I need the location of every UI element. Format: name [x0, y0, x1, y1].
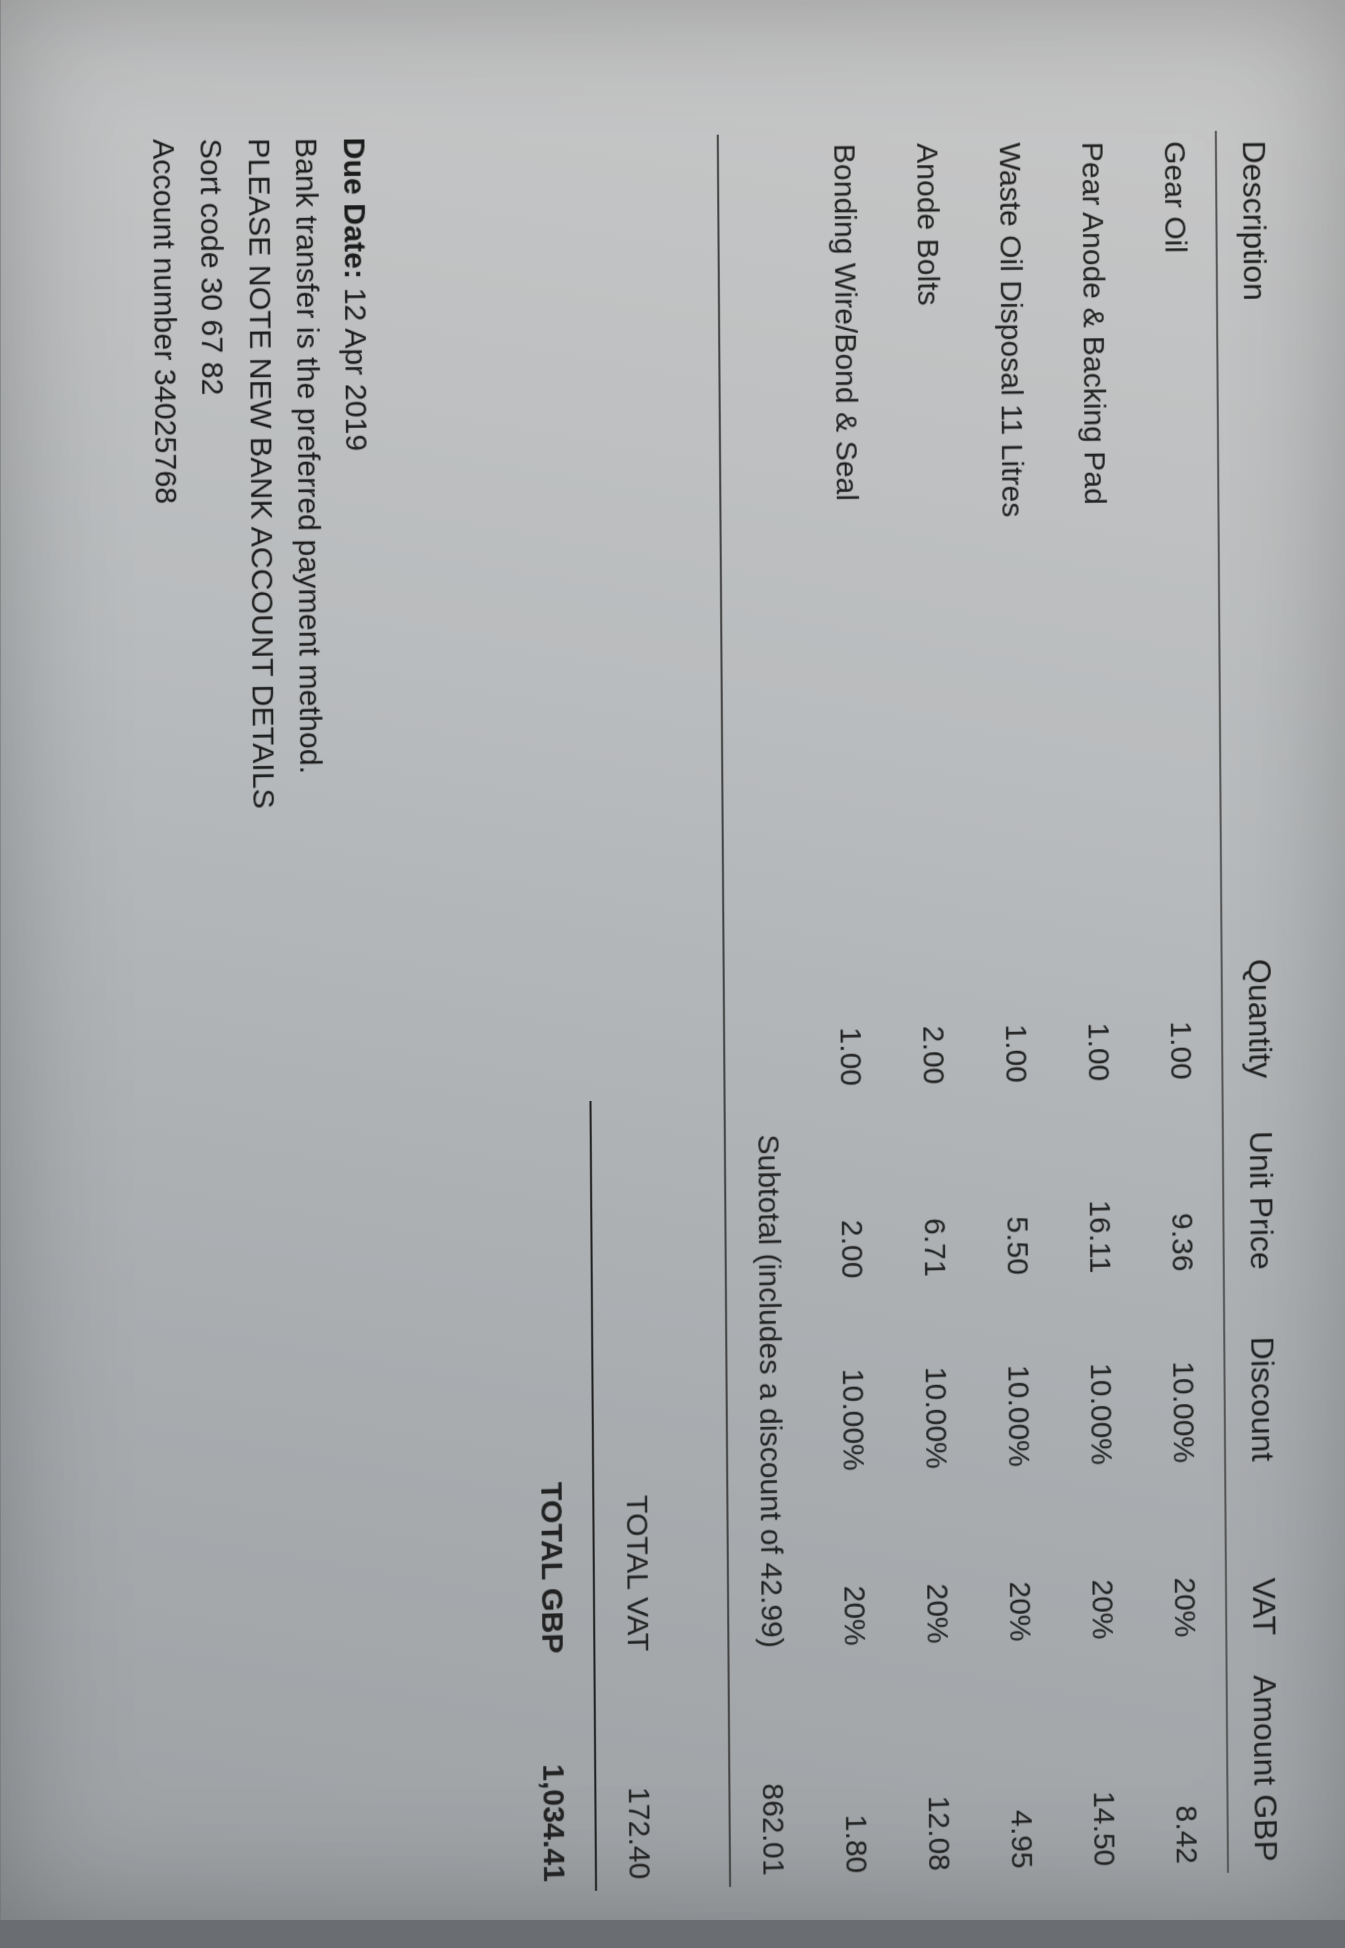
cell-quantity: 2.00	[890, 902, 974, 1096]
header-unit-price: Unit Price	[1222, 1088, 1293, 1281]
cell-vat: 20%	[894, 1478, 978, 1655]
invoice-table: Description Quantity Unit Price Discount…	[499, 130, 1298, 1893]
cell-amount: 12.08	[895, 1653, 979, 1882]
table-row: Pear Anode & Backing Pad 1.00 16.11 10.0…	[1050, 131, 1145, 1877]
subtotal-amount: 862.01	[728, 1657, 814, 1887]
cell-quantity: 1.00	[807, 903, 891, 1097]
cell-quantity: 1.00	[972, 900, 1056, 1094]
subtotal-label: Subtotal (includes a discount of 42.99)	[724, 1097, 812, 1659]
cell-unit-price: 5.50	[974, 1092, 1058, 1286]
cell-discount: 10.00%	[975, 1284, 1059, 1478]
cell-quantity: 1.00	[1137, 897, 1222, 1090]
cell-vat: 20%	[1059, 1474, 1143, 1650]
cell-vat: 20%	[976, 1476, 1060, 1653]
cell-unit-price: 16.11	[1056, 1091, 1140, 1285]
cell-discount: 10.00%	[1058, 1282, 1142, 1476]
vat-total-label: TOTAL VAT	[590, 1099, 678, 1662]
table-row: Bonding Wire/Bond & Seal 1.00 2.00 10.00…	[801, 133, 896, 1884]
cell-description: Anode Bolts	[884, 133, 972, 903]
vat-total-row: TOTAL VAT 172.40	[583, 135, 680, 1891]
cell-description: Pear Anode & Backing Pad	[1050, 131, 1138, 900]
rotated-page: Description Quantity Unit Price Discount…	[0, 0, 1345, 1920]
cell-amount: 8.42	[1143, 1646, 1228, 1875]
cell-amount: 1.80	[812, 1655, 896, 1885]
cell-vat: 20%	[811, 1480, 895, 1657]
table-row: Anode Bolts 2.00 6.71 10.00% 20% 12.08	[884, 133, 979, 1882]
cell-description: Waste Oil Disposal 11 Litres	[967, 132, 1055, 901]
vat-total-amount: 172.40	[594, 1660, 680, 1890]
grand-total-amount: 1,034.41	[509, 1663, 595, 1894]
due-date-label: Due Date:	[336, 137, 371, 279]
cell-amount: 4.95	[978, 1651, 1062, 1880]
cell-vat: 20%	[1141, 1472, 1225, 1648]
cell-unit-price: 2.00	[808, 1095, 892, 1289]
table-body: Gear Oil 1.00 9.36 10.00% 20% 8.42 Pear …	[499, 131, 1228, 1893]
cell-description: Bonding Wire/Bond & Seal	[801, 133, 889, 904]
header-description: Description	[1215, 130, 1290, 897]
table-header-row: Description Quantity Unit Price Discount…	[1215, 130, 1297, 1873]
header-discount: Discount	[1223, 1279, 1294, 1472]
grand-total-row: TOTAL GBP 1,034.41	[499, 136, 596, 1893]
header-vat: VAT	[1225, 1471, 1296, 1647]
table-row: Waste Oil Disposal 11 Litres 1.00 5.50 1…	[967, 132, 1062, 1880]
cell-discount: 10.00%	[892, 1286, 976, 1480]
header-amount: Amount GBP	[1226, 1645, 1298, 1873]
cell-discount: 10.00%	[1140, 1281, 1225, 1475]
cell-amount: 14.50	[1060, 1649, 1144, 1878]
invoice-sheet: Description Quantity Unit Price Discount…	[0, 70, 1338, 1948]
cell-quantity: 1.00	[1055, 899, 1139, 1092]
cell-unit-price: 6.71	[891, 1094, 975, 1288]
table-row: Gear Oil 1.00 9.36 10.00% 20% 8.42	[1132, 131, 1227, 1875]
header-quantity: Quantity	[1221, 896, 1292, 1089]
cell-discount: 10.00%	[809, 1288, 893, 1482]
grand-total-label: TOTAL GBP	[505, 1101, 593, 1665]
cell-unit-price: 9.36	[1139, 1089, 1224, 1282]
cell-description: Gear Oil	[1132, 131, 1221, 899]
subtotal-row: Subtotal (includes a discount of 42.99) …	[717, 134, 813, 1887]
payment-footer: Due Date: 12 Apr 2019 Bank transfer is t…	[138, 137, 389, 1903]
due-date-value: 12 Apr 2019	[337, 287, 372, 451]
